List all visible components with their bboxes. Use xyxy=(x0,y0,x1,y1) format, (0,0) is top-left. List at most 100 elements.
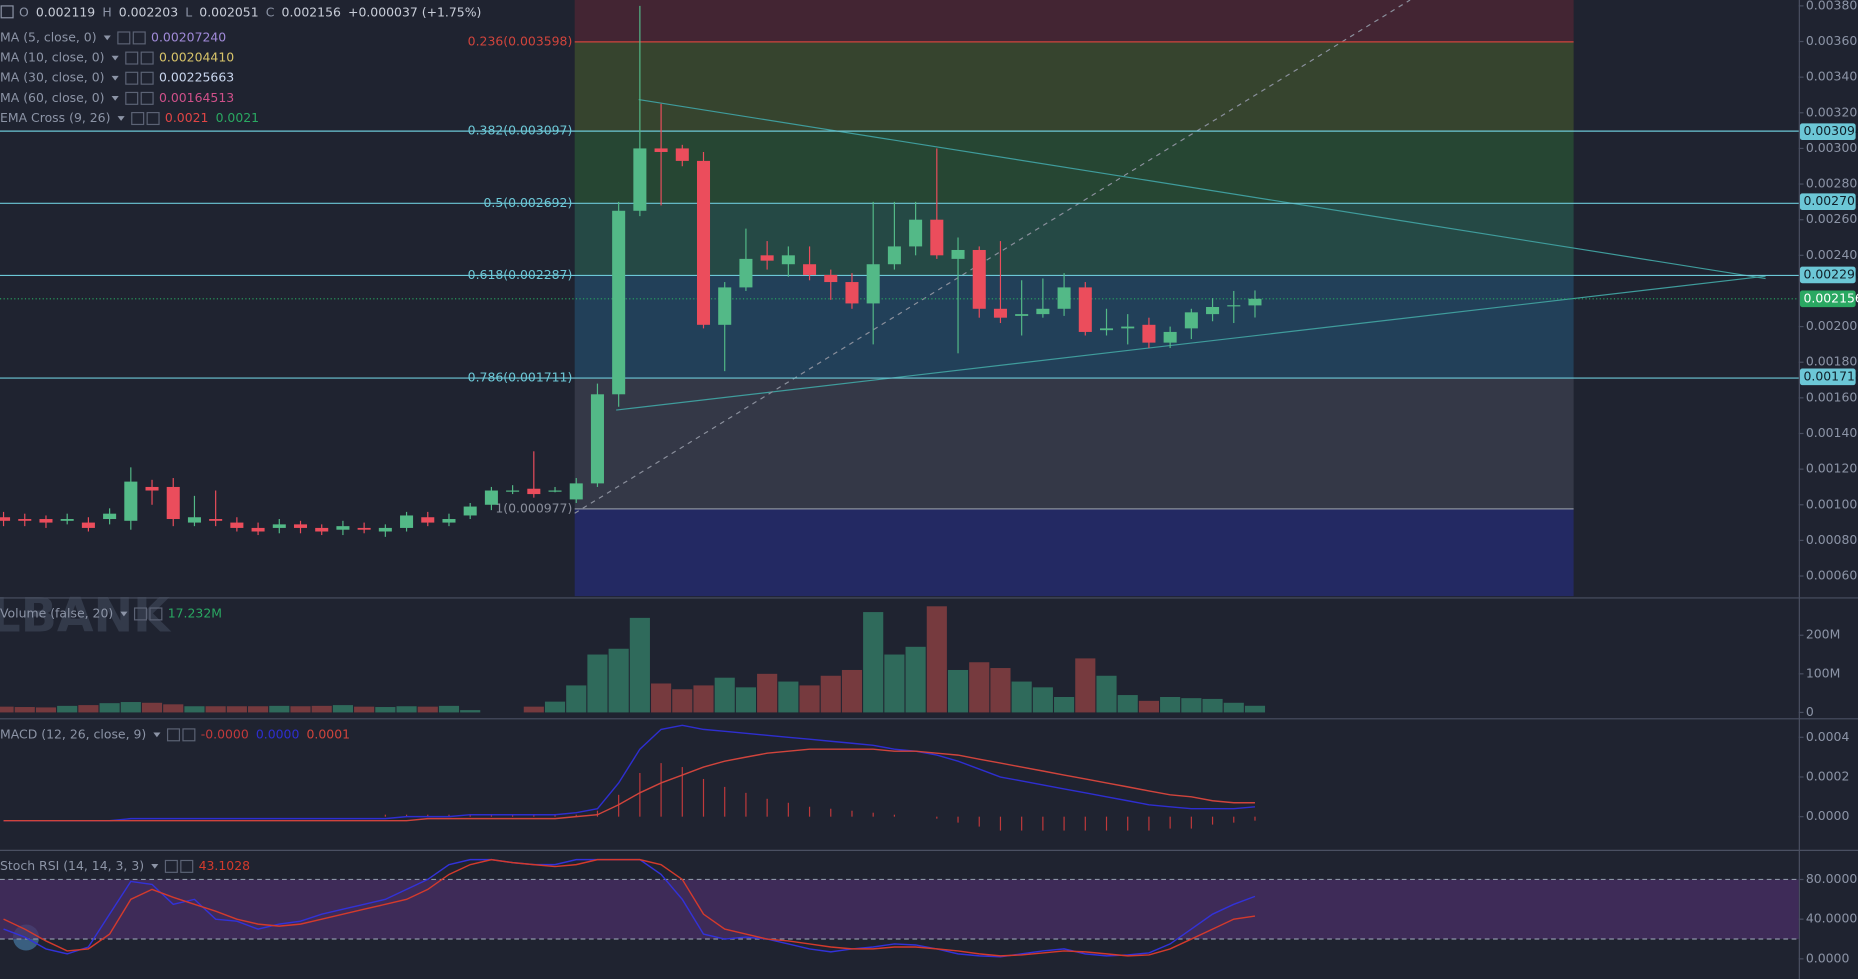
indicator-value: 0.00164513 xyxy=(159,90,234,105)
settings-icon[interactable] xyxy=(125,51,139,65)
ohlc-label: H xyxy=(102,5,111,20)
close-icon[interactable] xyxy=(180,859,194,873)
volume-bar xyxy=(672,689,693,713)
y-tick-label: 0.0004 xyxy=(1806,729,1850,744)
ohlc-value: 0.002051 xyxy=(199,5,258,20)
candle-body xyxy=(400,515,414,528)
candle-body xyxy=(1121,326,1135,329)
volume-bar xyxy=(990,668,1011,713)
candle-body xyxy=(1227,305,1241,307)
legend-value: 0.0000 xyxy=(256,726,300,741)
volume-bar xyxy=(969,662,990,713)
panel-title: Volume (false, 20) xyxy=(0,605,113,620)
indicator-name: EMA Cross (9, 26) xyxy=(0,110,110,125)
volume-bar xyxy=(332,705,353,713)
fib-zone xyxy=(574,508,1574,597)
volume-bar xyxy=(1244,705,1266,713)
legend-value: 43.1028 xyxy=(199,858,251,873)
fib-zone xyxy=(574,41,1574,132)
price-tag-label: 0.003094 xyxy=(1803,123,1858,138)
dropdown-icon[interactable] xyxy=(111,75,119,81)
settings-icon[interactable] xyxy=(125,71,139,85)
candle-body xyxy=(506,490,520,492)
candle-body xyxy=(718,287,732,325)
candle-body xyxy=(39,519,53,523)
ohlc-value: 0.002119 xyxy=(36,5,95,20)
settings-icon[interactable] xyxy=(131,112,145,126)
candle-body xyxy=(18,519,32,521)
volume-bar xyxy=(78,705,99,713)
settings-icon[interactable] xyxy=(125,91,139,105)
fib-label: 0.236(0.003598) xyxy=(468,33,573,48)
volume-bar xyxy=(820,675,841,713)
volume-bar xyxy=(1075,658,1096,713)
volume-bar xyxy=(396,706,417,713)
settings-icon[interactable] xyxy=(164,859,178,873)
candle-body xyxy=(145,486,159,491)
fib-zone xyxy=(574,131,1574,204)
candle-body xyxy=(675,148,689,161)
ohlc-label: C xyxy=(266,5,275,20)
volume-bar xyxy=(0,706,14,713)
price-tag-label: 0.002156 xyxy=(1803,290,1858,305)
indicator-name: MA (5, close, 0) xyxy=(0,29,97,44)
settings-icon[interactable] xyxy=(133,607,148,621)
settings-icon[interactable] xyxy=(117,31,131,45)
volume-bar xyxy=(57,705,78,713)
close-icon[interactable] xyxy=(146,112,160,126)
candle-body xyxy=(463,506,477,516)
volume-bar xyxy=(947,669,969,713)
close-icon[interactable] xyxy=(149,607,163,621)
volume-bar xyxy=(163,704,184,713)
candle-body xyxy=(315,527,329,532)
volume-bar xyxy=(417,706,438,713)
candle-body xyxy=(103,513,117,520)
candle-body xyxy=(230,522,244,528)
candle-body xyxy=(633,148,647,211)
dropdown-icon[interactable] xyxy=(111,55,119,61)
settings-icon[interactable] xyxy=(166,728,181,742)
y-tick-label: 0.0000 xyxy=(1806,808,1850,823)
dropdown-icon[interactable] xyxy=(103,35,111,41)
close-icon[interactable] xyxy=(132,31,146,45)
close-icon[interactable] xyxy=(140,91,154,105)
candle-body xyxy=(124,481,138,521)
dropdown-icon[interactable] xyxy=(111,96,119,101)
close-icon[interactable] xyxy=(182,728,196,742)
volume-bar xyxy=(841,669,863,713)
fib-label: 0.786(0.001711) xyxy=(468,370,573,385)
candle-body xyxy=(81,522,95,528)
price-tag xyxy=(1799,193,1856,210)
change-value: +0.000037 (+1.75%) xyxy=(348,5,481,20)
ohlc-label: O xyxy=(19,5,29,20)
volume-bar xyxy=(438,705,460,713)
volume-bar xyxy=(14,707,35,713)
price-tag xyxy=(1799,290,1856,308)
ohlc-value: 0.002156 xyxy=(282,5,341,20)
volume-bar xyxy=(1032,687,1053,713)
close-icon[interactable] xyxy=(140,51,154,65)
volume-bar xyxy=(1223,702,1244,713)
indicator-name: MA (30, close, 0) xyxy=(0,70,104,85)
collapse-icon[interactable] xyxy=(0,5,14,19)
dropdown-icon[interactable] xyxy=(120,611,128,617)
indicator-value: 0.0021 xyxy=(216,110,260,125)
dropdown-icon[interactable] xyxy=(153,732,161,738)
fib-zone xyxy=(574,203,1574,276)
volume-bar xyxy=(290,706,311,713)
candle-body xyxy=(442,519,456,523)
close-icon[interactable] xyxy=(140,71,154,85)
dropdown-icon[interactable] xyxy=(151,864,159,869)
dropdown-icon[interactable] xyxy=(117,116,125,121)
candle-body xyxy=(1163,331,1177,343)
volume-bar xyxy=(587,654,608,713)
